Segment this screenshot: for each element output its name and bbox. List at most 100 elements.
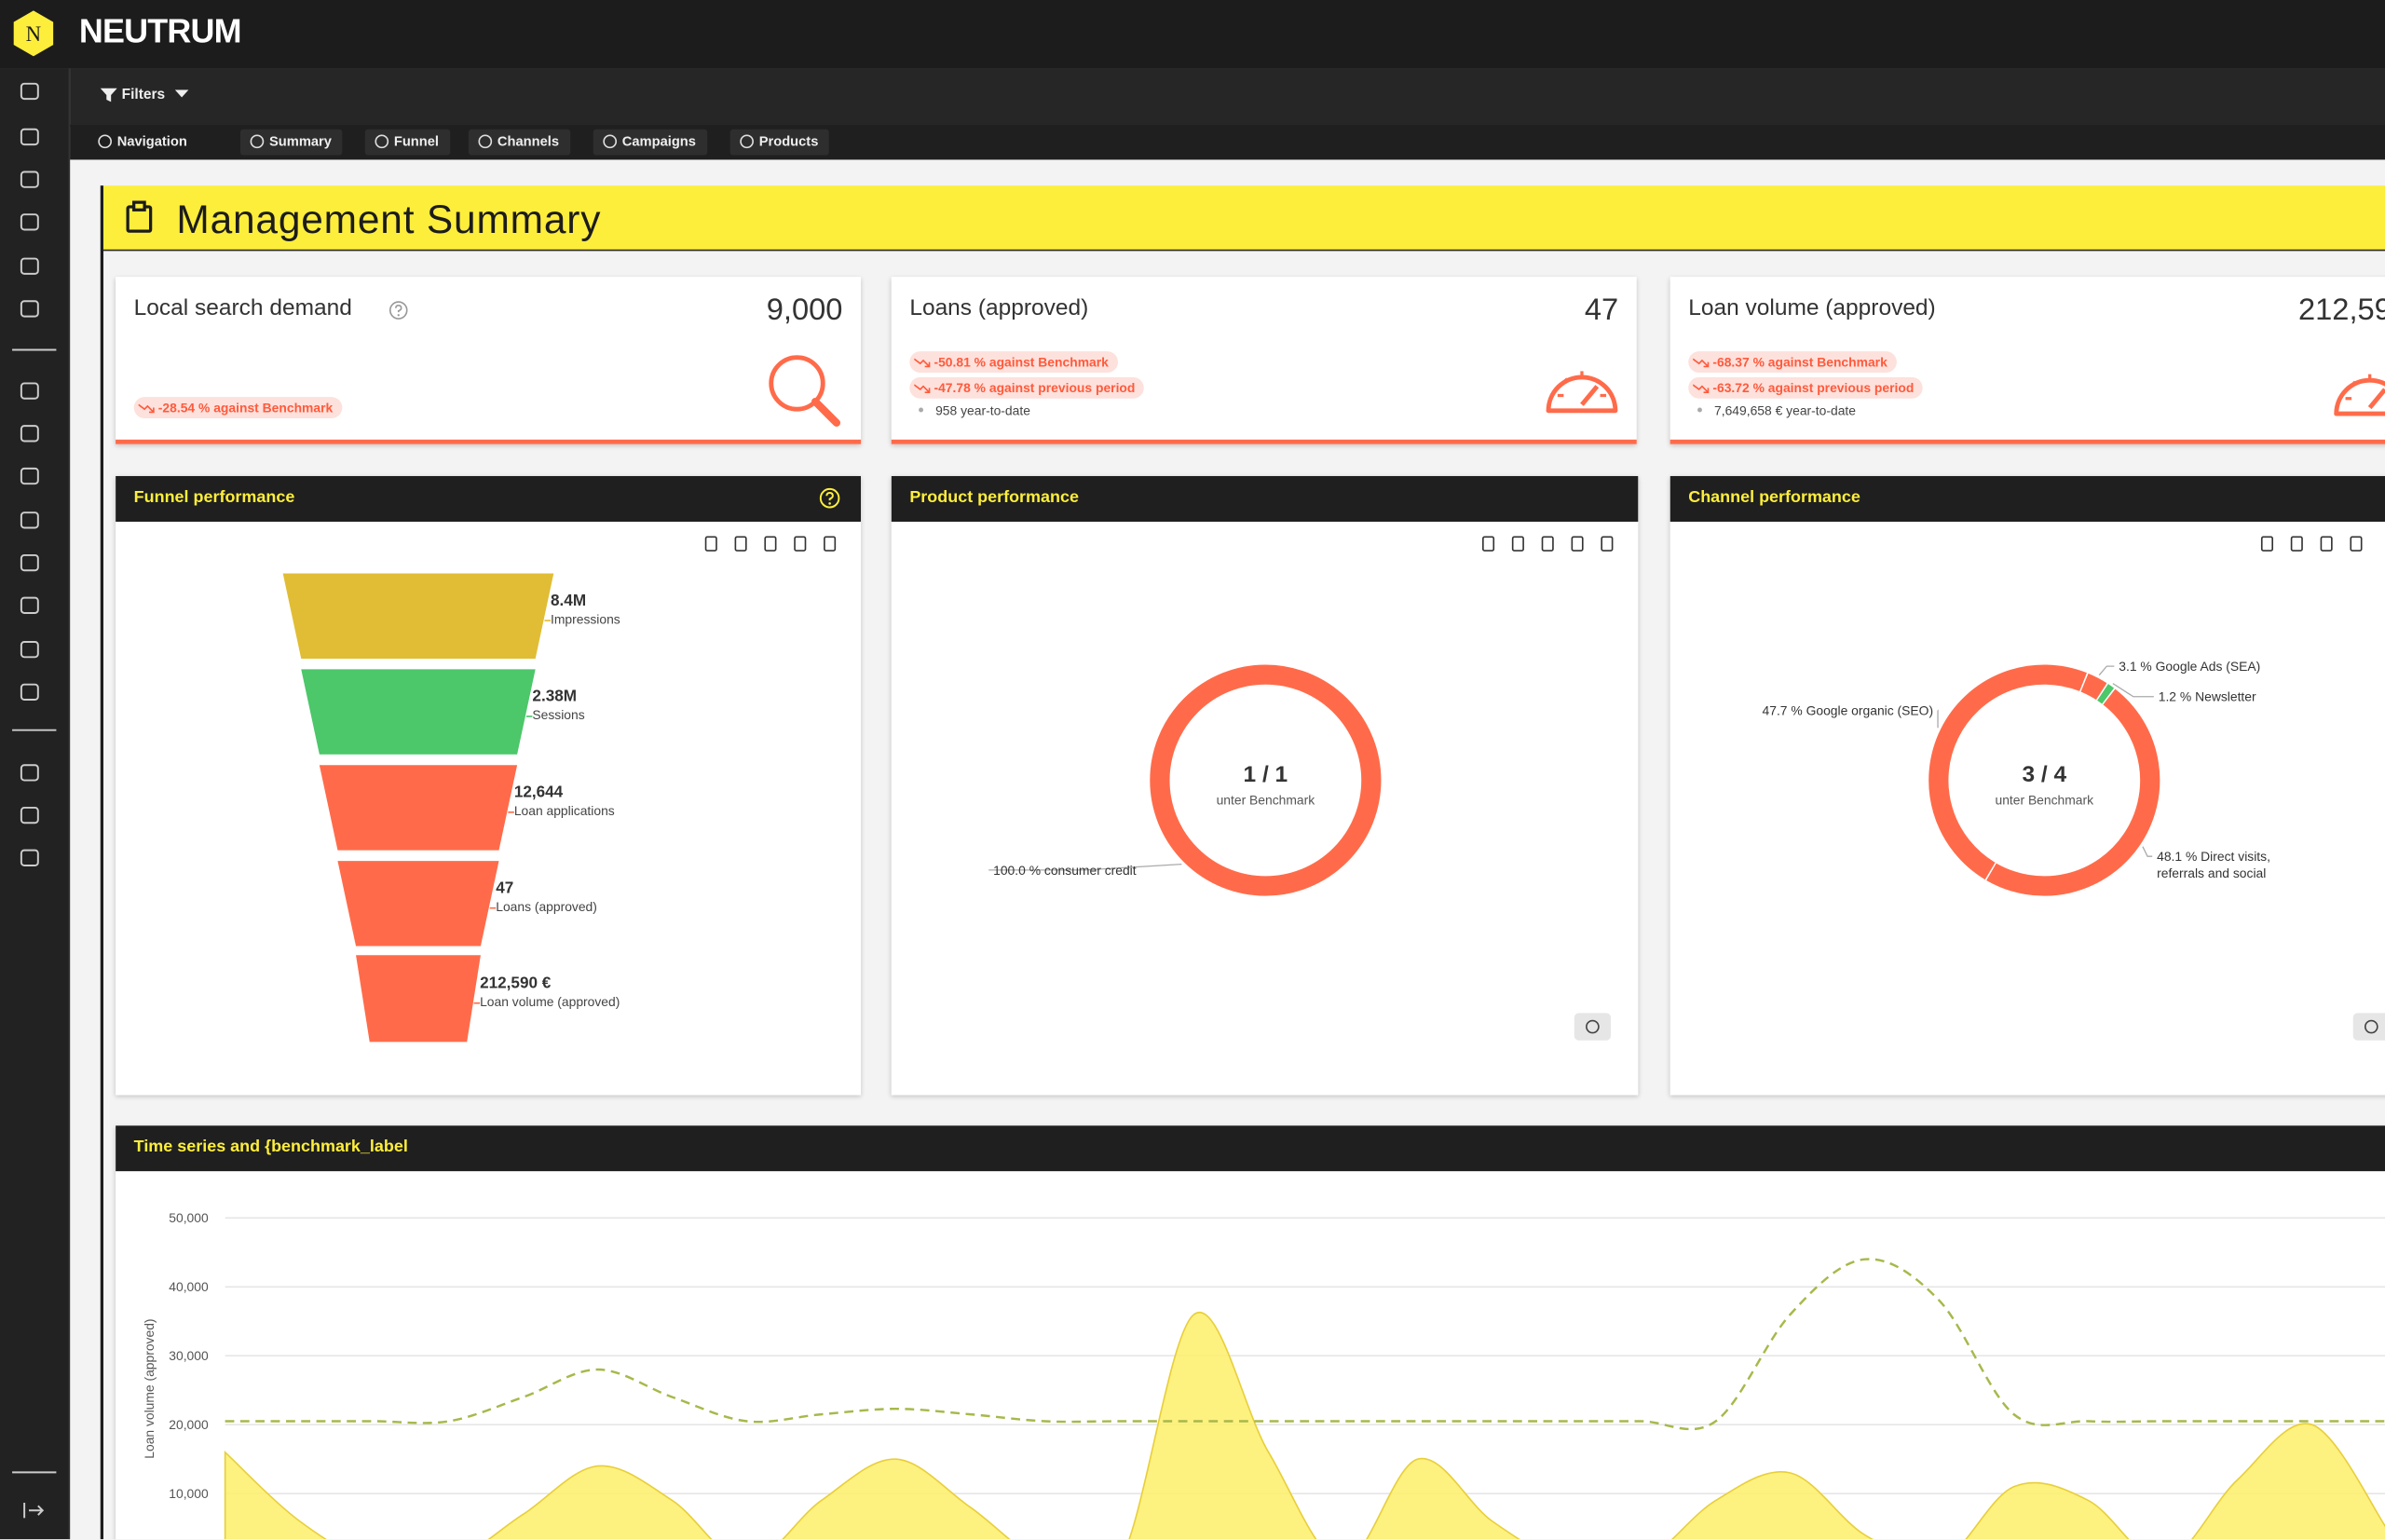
donut-label: 1.2 % Newsletter xyxy=(2158,688,2256,704)
tab[interactable]: Products xyxy=(729,129,829,156)
sidebar-icon xyxy=(20,382,39,400)
kpi-title: Loans (approved) xyxy=(909,294,1089,321)
tab-bar: Navigation Summary Funnel Channels Campaigns… xyxy=(70,124,2385,160)
tab[interactable]: Navigation xyxy=(89,129,198,156)
toolbar-button xyxy=(1541,536,1554,552)
sidebar-icon xyxy=(20,128,39,146)
y-tick-label: 10,000 xyxy=(169,1486,209,1501)
time-series-panel: Time series and {benchmark_label xyxy=(116,1125,2385,1540)
donut-center-label: 1 / 1 xyxy=(1244,762,1288,787)
tab-label: Summary xyxy=(268,133,332,149)
logo-letter: N xyxy=(26,22,41,46)
search-icon xyxy=(769,355,841,427)
donut-center-sublabel: unter Benchmark xyxy=(1217,793,1315,808)
info-icon xyxy=(2364,1019,2378,1034)
filters-button[interactable]: Filters xyxy=(100,87,189,104)
toolbar-button xyxy=(1601,536,1614,552)
panel-header: Funnel performance xyxy=(116,476,862,522)
panel-title: Product performance xyxy=(909,488,1079,507)
sidebar-icon xyxy=(20,257,39,275)
y-tick-label: 50,000 xyxy=(169,1210,209,1225)
kpi-title: Local search demand xyxy=(133,294,352,321)
funnel-value: 8.4M xyxy=(551,591,586,609)
donut-leader xyxy=(2142,846,2153,857)
funnel-value: 212,590 € xyxy=(480,973,552,991)
info-icon xyxy=(1586,1019,1600,1034)
sidebar-icon xyxy=(20,640,39,659)
sidebar-icon xyxy=(20,683,39,701)
kpi-badge: -50.81 % against Benchmark xyxy=(909,351,1118,373)
sidebar-icon xyxy=(20,170,39,188)
kpi-badge-text: -47.78 % against previous period xyxy=(934,380,1136,396)
donut-label: 47.7 % Google organic (SEO) xyxy=(1762,702,1934,718)
kpi-value: 9,000 xyxy=(766,293,843,328)
kpi-ytd: 958 year-to-date xyxy=(909,403,1030,418)
product-panel: Product performance xyxy=(891,476,1639,1096)
donut-center-label: 3 / 4 xyxy=(2022,762,2066,787)
kpi-card: Loan volume (approved) 212,591 € -68.37 % … xyxy=(1670,277,2385,444)
help-icon[interactable] xyxy=(388,300,409,321)
funnel-value: 47 xyxy=(496,878,513,896)
kpi-ytd: 7,649,658 € year-to-date xyxy=(1688,403,1856,418)
toolbar-button xyxy=(764,536,777,552)
tab[interactable]: Campaigns xyxy=(593,129,707,156)
toolbar-button xyxy=(1571,536,1584,552)
y-tick-label: 20,000 xyxy=(169,1417,209,1432)
funnel-label: Loans (approved) xyxy=(496,899,597,914)
tab-label: Campaigns xyxy=(621,133,696,149)
funnel-stage xyxy=(337,861,499,947)
toolbar-button xyxy=(824,536,837,552)
logo[interactable]: N xyxy=(12,9,55,58)
funnel-value: 12,644 xyxy=(514,783,564,801)
sidebar-icons xyxy=(12,82,57,1519)
toolbar-button xyxy=(1482,536,1495,552)
funnel-stage xyxy=(356,955,481,1043)
tab[interactable]: Funnel xyxy=(364,129,450,156)
panel-title: Channel performance xyxy=(1688,488,1860,507)
kpi-value: 47 xyxy=(1584,293,1619,328)
donut-leader xyxy=(2112,683,2154,698)
funnel-label: Impressions xyxy=(551,611,620,626)
info-button xyxy=(1574,1013,1611,1041)
donut-leader xyxy=(2098,665,2115,676)
toolbar-button xyxy=(794,536,807,552)
toolbar-button xyxy=(2290,536,2303,552)
funnel-stage xyxy=(319,765,518,851)
sidebar-icon xyxy=(20,425,39,443)
tab[interactable]: Channels xyxy=(468,129,570,156)
donut-segment xyxy=(2080,673,2107,701)
gauge-icon xyxy=(2334,374,2385,416)
info-button xyxy=(2352,1013,2385,1041)
help-icon[interactable] xyxy=(818,486,840,509)
kpi-title: Loan volume (approved) xyxy=(1688,294,1936,321)
clipboard-icon xyxy=(126,200,153,233)
channel-panel: Channel performance xyxy=(1670,476,2385,1096)
sidebar-icon xyxy=(20,467,39,485)
kpi-badge-text: -28.54 % against Benchmark xyxy=(157,400,334,416)
tab-label: Products xyxy=(758,133,819,149)
funnel-label: Loan volume (approved) xyxy=(480,994,620,1009)
toolbar-button xyxy=(704,536,717,552)
funnel-stage xyxy=(301,669,536,755)
panel-header: Product performance xyxy=(891,476,1639,522)
content-border xyxy=(100,185,104,1540)
donut-segment xyxy=(1150,664,1382,896)
panel-title: Funnel performance xyxy=(133,488,295,507)
donut-leader xyxy=(988,863,1182,871)
area-series xyxy=(224,1311,2385,1540)
kpi-badge-text: -63.72 % against previous period xyxy=(1712,380,1915,396)
brand: NEUTRUM xyxy=(78,12,242,50)
kpi-badge-text: -50.81 % against Benchmark xyxy=(934,354,1109,370)
funnel-stage xyxy=(282,573,554,659)
kpi-badge: -47.78 % against previous period xyxy=(909,376,1145,399)
tab[interactable]: Summary xyxy=(239,129,343,156)
funnel-value: 2.38M xyxy=(532,687,577,705)
sidebar-icon xyxy=(20,82,39,101)
kpi-badge-text: -68.37 % against Benchmark xyxy=(1712,354,1888,370)
sidebar-icon xyxy=(20,511,39,529)
sidebar-icon xyxy=(20,849,39,866)
sidebar-icon xyxy=(20,213,39,231)
donut-segment xyxy=(2097,684,2115,704)
filters-label: Filters xyxy=(121,87,166,104)
